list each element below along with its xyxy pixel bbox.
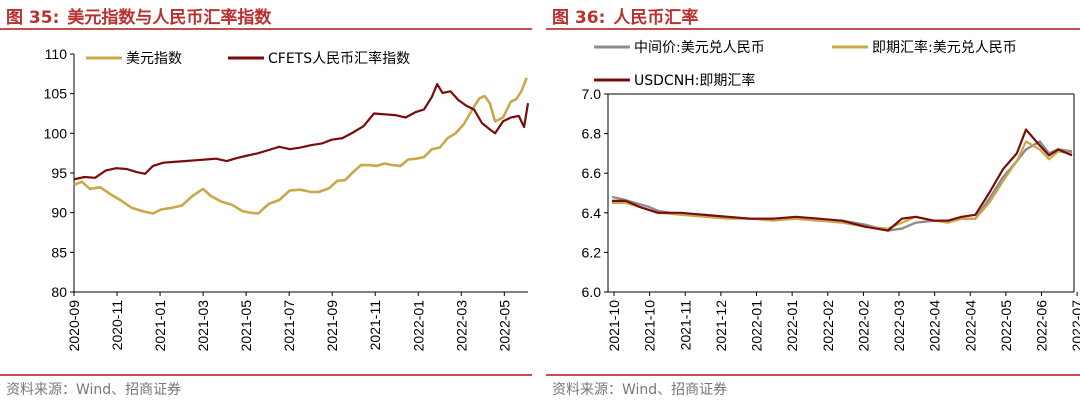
y-tick-label: 85 <box>51 244 67 260</box>
x-tick-label: 2021-10 <box>642 300 658 352</box>
y-tick-label: 105 <box>44 86 68 102</box>
figure-title-text: 美元指数与人民币汇率指数 <box>67 8 272 28</box>
x-tick-label: 2021-01 <box>152 300 168 352</box>
legend-label: 即期汇率:美元兑人民币 <box>872 39 1017 56</box>
x-tick-label: 2022-03 <box>453 300 469 352</box>
rmb-exchange-rate-line-chart: 6.0 6.2 6.4 6.6 6.8 7.0 2021-10 2021-10 2021-11 2… <box>582 39 1080 352</box>
y-tick-label: 7.0 <box>582 86 602 102</box>
figure-36-panel: 图 36: 人民币汇率 6.0 6.2 6.4 6.6 6.8 7.0 2021-10 2021… <box>546 0 1080 400</box>
x-tick-label: 2021-03 <box>195 300 211 352</box>
figure-35-panel: 图 35: 美元指数与人民币汇率指数 80 85 90 95 100 105 110 2020-… <box>0 0 532 400</box>
x-tick-label: 2022-02 <box>820 300 836 352</box>
source-note: 资料来源：Wind、招商证券 <box>552 382 728 398</box>
x-tick-label: 2020-09 <box>66 300 82 352</box>
figure-title: 图 36: 人民币汇率 <box>552 3 698 28</box>
y-tick-label: 100 <box>44 125 68 141</box>
y-tick-label: 6.8 <box>582 126 602 142</box>
x-tick-label: 2022-04 <box>927 300 943 352</box>
x-tick-label: 2022-01 <box>410 300 426 352</box>
x-tick-label: 2020-11 <box>109 300 125 351</box>
y-tick-label: 110 <box>45 46 68 62</box>
legend-label: USDCNH:即期汇率 <box>634 72 755 89</box>
legend-label: CFETS人民币汇率指数 <box>268 50 410 67</box>
x-tick-label: 2022-05 <box>496 300 512 352</box>
dollar-cfets-line-chart: 80 85 90 95 100 105 110 2020-09 2020-11 2021-01 20… <box>44 46 530 352</box>
figure-title-bar: 图 36: 人民币汇率 <box>546 0 1080 30</box>
x-tick-label: 2022-03 <box>891 300 907 352</box>
x-tick-label: 2021-09 <box>324 300 340 352</box>
x-tick-label: 2022-02 <box>855 300 871 352</box>
x-tick-label: 2021-12 <box>713 300 729 352</box>
y-tick-label: 6.4 <box>582 205 602 221</box>
figure-number: 图 36: <box>552 8 606 28</box>
series-line-1 <box>73 77 528 215</box>
x-tick-label: 2022-01 <box>749 300 765 352</box>
source-bar: 资料来源：Wind、招商证券 <box>0 374 532 400</box>
x-tick-label: 2021-07 <box>281 300 297 352</box>
series-line-2 <box>612 140 1073 230</box>
x-tick-label: 2022-01 <box>784 300 800 352</box>
x-tick-label: 2021-11 <box>367 300 383 351</box>
source-bar: 资料来源：Wind、招商证券 <box>546 374 1080 400</box>
figure-title-text: 人民币汇率 <box>613 8 699 28</box>
y-tick-label: 80 <box>51 284 67 300</box>
x-tick-label: 2022-04 <box>962 300 978 352</box>
x-tick-label: 2021-05 <box>238 300 254 352</box>
x-tick-label: 2022-06 <box>1034 300 1050 352</box>
figure-title-bar: 图 35: 美元指数与人民币汇率指数 <box>0 0 532 30</box>
y-tick-label: 6.2 <box>582 244 602 260</box>
y-tick-label: 90 <box>51 205 67 221</box>
figure-title: 图 35: 美元指数与人民币汇率指数 <box>6 3 271 28</box>
x-tick-label: 2022-07 <box>1069 300 1080 352</box>
x-tick-label: 2022-05 <box>998 300 1014 352</box>
series-line-3 <box>612 128 1073 232</box>
y-tick-label: 95 <box>51 165 67 181</box>
y-tick-label: 6.0 <box>582 284 602 300</box>
source-note: 资料来源：Wind、招商证券 <box>6 382 182 398</box>
legend-label: 中间价:美元兑人民币 <box>634 40 765 56</box>
series-line-1 <box>611 140 1073 232</box>
x-tick-label: 2021-11 <box>677 300 693 351</box>
legend-label: 美元指数 <box>126 51 182 67</box>
figure-number: 图 35: <box>6 8 60 28</box>
y-tick-label: 6.6 <box>582 165 602 181</box>
series-line-2 <box>73 82 530 181</box>
x-tick-label: 2021-10 <box>606 300 622 352</box>
